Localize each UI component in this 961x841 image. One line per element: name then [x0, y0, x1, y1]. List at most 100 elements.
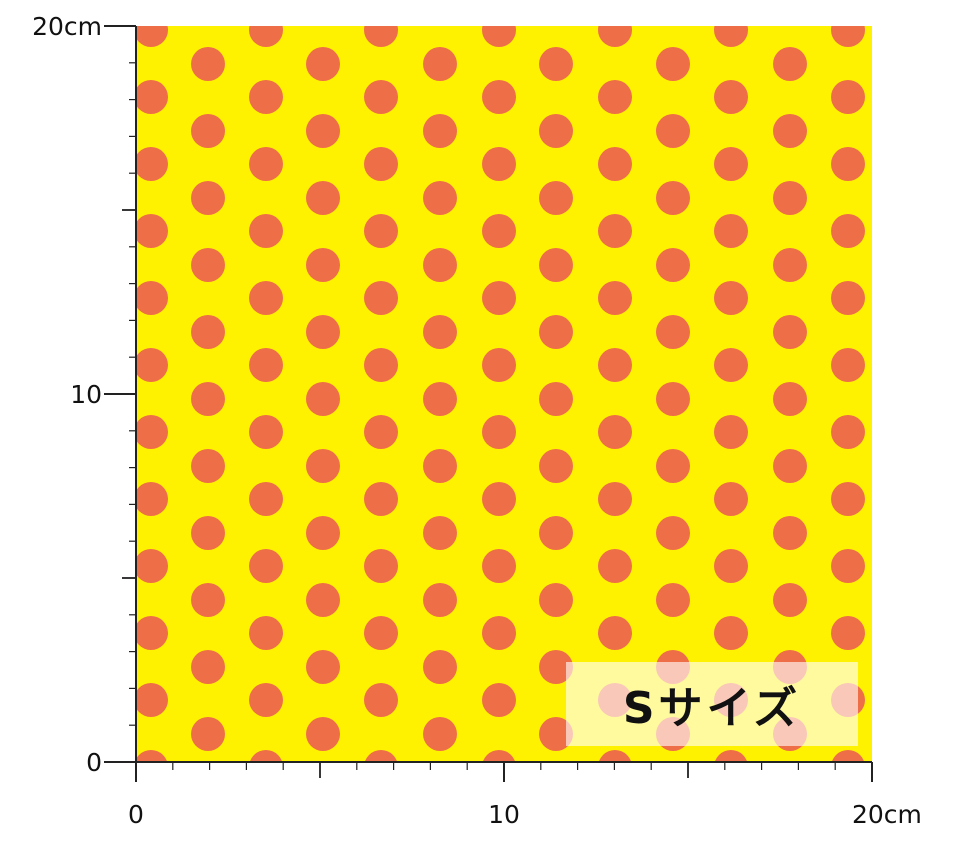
polka-dot: [423, 248, 457, 282]
polka-dot: [136, 80, 168, 114]
polka-dot: [306, 181, 340, 215]
ruler-axes: [104, 25, 873, 782]
polka-dot: [306, 248, 340, 282]
polka-dot: [249, 549, 283, 583]
polka-dot: [539, 516, 573, 550]
polka-dot: [773, 516, 807, 550]
polka-dot: [773, 449, 807, 483]
polka-dot: [714, 616, 748, 650]
polka-dot: [191, 717, 225, 751]
polka-dot: [598, 147, 632, 181]
polka-dot: [598, 482, 632, 516]
polka-dot: [136, 281, 168, 315]
polka-dot: [136, 683, 168, 717]
polka-dot: [656, 516, 690, 550]
polka-dot: [539, 650, 573, 684]
ruler-labels: 20cm 10 00 10 20cm: [32, 12, 922, 829]
polka-dot: [364, 549, 398, 583]
polka-dot: [306, 583, 340, 617]
polka-dot: [136, 750, 168, 762]
polka-dot: [831, 147, 865, 181]
polka-dot: [656, 248, 690, 282]
polka-dot: [423, 717, 457, 751]
polka-dot: [539, 583, 573, 617]
polka-dot: [831, 348, 865, 382]
polka-dot: [482, 415, 516, 449]
polka-dot: [191, 382, 225, 416]
polka-dot: [364, 26, 398, 47]
polka-dot: [364, 348, 398, 382]
polka-dot: [773, 114, 807, 148]
polka-dot: [482, 482, 516, 516]
polka-dot: [598, 750, 632, 762]
polka-dot: [598, 281, 632, 315]
polka-dot: [136, 214, 168, 248]
swatch-background: [136, 26, 872, 762]
polka-dot: [714, 147, 748, 181]
polka-dot: [306, 449, 340, 483]
polka-dot: [191, 583, 225, 617]
polka-dot: [364, 482, 398, 516]
polka-dot: [249, 147, 283, 181]
polka-dot: [773, 47, 807, 81]
polka-dot: [831, 549, 865, 583]
polka-dot: [191, 315, 225, 349]
polka-dot: [306, 114, 340, 148]
polka-dot: [773, 382, 807, 416]
polka-dot: [482, 80, 516, 114]
polka-dot: [249, 482, 283, 516]
polka-dot: [539, 47, 573, 81]
polka-dot: [598, 616, 632, 650]
polka-dot: [423, 114, 457, 148]
size-badge: Sサイズ: [566, 662, 858, 746]
polka-dot: [656, 583, 690, 617]
polka-dot: [249, 683, 283, 717]
y-axis-tick-label: 10: [70, 380, 102, 409]
polka-dot: [191, 650, 225, 684]
polka-dot: [482, 26, 516, 47]
x-axis-tick-label: 20cm: [852, 800, 922, 829]
polka-dot: [423, 315, 457, 349]
polka-dot: [482, 147, 516, 181]
polka-dot: [364, 415, 398, 449]
polka-dot: [539, 181, 573, 215]
polka-dot: [539, 717, 573, 751]
polka-dot: [714, 549, 748, 583]
polka-dot: [831, 281, 865, 315]
polka-dot: [191, 114, 225, 148]
polka-dot: [191, 181, 225, 215]
polka-dot: [714, 214, 748, 248]
polka-dot: [249, 415, 283, 449]
polka-dot: [364, 147, 398, 181]
polka-dot: [249, 281, 283, 315]
polka-dot: [773, 248, 807, 282]
y-axis-tick-label: 0: [86, 748, 102, 777]
polka-dot: [539, 382, 573, 416]
polka-dot: [364, 214, 398, 248]
polka-dot: [773, 315, 807, 349]
polka-dot: [191, 516, 225, 550]
polka-dot: [423, 181, 457, 215]
polka-dot: [656, 382, 690, 416]
polka-dot: [714, 26, 748, 47]
polka-dot: [539, 449, 573, 483]
polka-dot: [423, 382, 457, 416]
polka-dot: [423, 47, 457, 81]
polka-dot: [136, 26, 168, 47]
polka-dot: [598, 80, 632, 114]
polka-dot: [136, 482, 168, 516]
polka-dot: [306, 516, 340, 550]
polka-dot: [831, 415, 865, 449]
polka-dot: [773, 583, 807, 617]
polka-dot: [423, 650, 457, 684]
polka-dot: [598, 26, 632, 47]
polka-dot: [539, 315, 573, 349]
polka-dot: [598, 348, 632, 382]
polka-dot: [306, 47, 340, 81]
polka-dot: [831, 616, 865, 650]
polka-dot: [136, 147, 168, 181]
polka-dot: [423, 449, 457, 483]
polka-dot: [249, 214, 283, 248]
polka-dot: [598, 415, 632, 449]
polka-dot: [364, 281, 398, 315]
